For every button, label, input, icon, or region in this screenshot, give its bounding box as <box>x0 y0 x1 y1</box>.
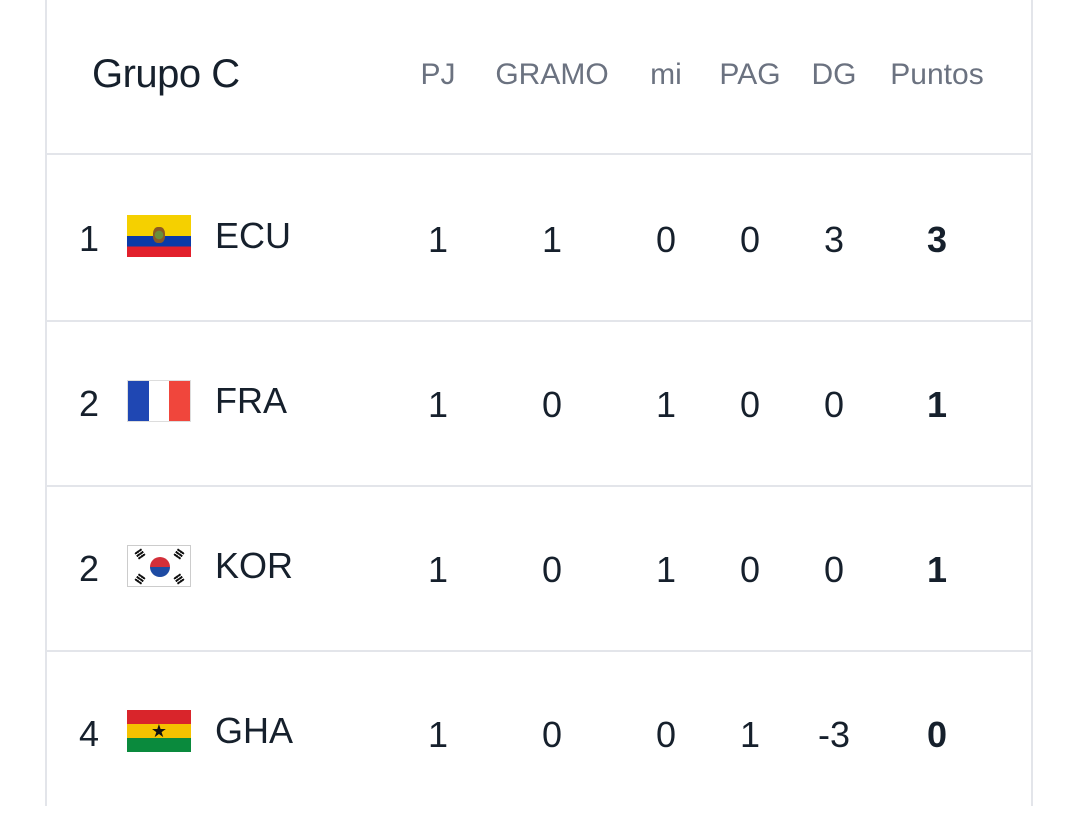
played: 1 <box>427 714 449 755</box>
standings-header: Grupo C PJ GRAMO mi PAG DG Puntos <box>47 0 1031 155</box>
col-header-won[interactable]: GRAMO <box>495 58 609 91</box>
drawn: 0 <box>655 219 677 260</box>
position: 4 <box>79 713 100 754</box>
position: 2 <box>79 383 100 424</box>
south-korea-flag-icon <box>127 545 191 587</box>
goal-diff: -3 <box>817 714 851 755</box>
goal-diff: 3 <box>823 219 845 260</box>
points: 1 <box>926 549 948 590</box>
won: 0 <box>541 549 563 590</box>
points: 3 <box>926 219 948 260</box>
position: 1 <box>79 218 100 259</box>
ghana-flag-icon: ★ <box>127 710 191 752</box>
lost: 0 <box>739 549 761 590</box>
drawn: 1 <box>655 384 677 425</box>
goal-diff: 0 <box>823 384 845 425</box>
table-row[interactable]: 1 ECU 1 1 0 0 3 3 <box>47 155 1031 322</box>
col-header-pj[interactable]: PJ <box>420 58 456 91</box>
team-name[interactable]: KOR <box>215 545 294 586</box>
won: 0 <box>541 714 563 755</box>
team-name[interactable]: GHA <box>215 710 294 751</box>
won: 0 <box>541 384 563 425</box>
position: 2 <box>79 548 100 589</box>
lost: 0 <box>739 219 761 260</box>
col-header-lost[interactable]: PAG <box>719 58 781 91</box>
points: 1 <box>926 384 948 425</box>
team-name[interactable]: ECU <box>215 215 292 256</box>
col-header-drawn[interactable]: mi <box>650 58 682 91</box>
ecuador-flag-icon <box>127 215 191 257</box>
col-header-goal-diff[interactable]: DG <box>811 58 857 91</box>
col-header-points[interactable]: Puntos <box>890 58 984 91</box>
team-name[interactable]: FRA <box>215 380 287 421</box>
played: 1 <box>427 384 449 425</box>
played: 1 <box>427 549 449 590</box>
lost: 0 <box>739 384 761 425</box>
group-title: Grupo C <box>92 52 240 96</box>
standings-card: Grupo C PJ GRAMO mi PAG DG Puntos 1 ECU … <box>45 0 1033 806</box>
table-row[interactable]: 2 KOR 1 0 1 0 0 1 <box>47 485 1031 652</box>
won: 1 <box>541 219 563 260</box>
drawn: 0 <box>655 714 677 755</box>
drawn: 1 <box>655 549 677 590</box>
table-row[interactable]: 4 ★ GHA 1 0 0 1 -3 0 <box>47 650 1031 815</box>
france-flag-icon <box>127 380 191 422</box>
goal-diff: 0 <box>823 549 845 590</box>
lost: 1 <box>739 714 761 755</box>
table-row[interactable]: 2 FRA 1 0 1 0 0 1 <box>47 320 1031 487</box>
points: 0 <box>926 714 948 755</box>
played: 1 <box>427 219 449 260</box>
